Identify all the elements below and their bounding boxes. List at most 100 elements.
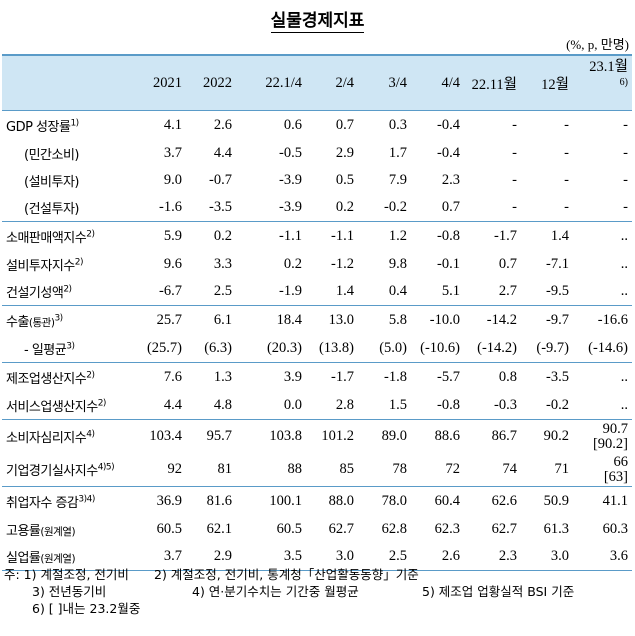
row-label: 설비투자지수2) xyxy=(2,251,140,278)
value-cell: -0.1 xyxy=(411,251,464,278)
value-cell: 5.8 xyxy=(358,305,411,335)
value-cell: (20.3) xyxy=(236,335,306,363)
value-cell: -1.1 xyxy=(236,221,306,251)
cell-value: 1.5 xyxy=(388,397,407,413)
table-row: 설비투자지수2) 9.6 3.3 0.2 -1.2 9.8 -0.1 0.7 -7.1.. xyxy=(2,251,632,278)
cell-value: 88.0 xyxy=(328,493,354,509)
cell-value: -1.1 xyxy=(331,228,354,244)
value-cell: .. xyxy=(573,278,632,306)
value-cell: 89.0 xyxy=(358,419,411,453)
cell-value: -1.8 xyxy=(384,369,407,385)
cell-value: -3.9 xyxy=(279,172,302,188)
cell-value: 78.0 xyxy=(381,493,407,509)
cell-value: 1.2 xyxy=(388,228,407,244)
value-cell: 3.0 xyxy=(521,543,573,571)
value-cell: (-9.7) xyxy=(521,335,573,363)
title-text: 실물경제지표 xyxy=(270,11,365,33)
label-text: 소비자심리지수 xyxy=(6,431,87,446)
value-cell: -0.7 xyxy=(186,167,236,194)
value-cell: 0.7 xyxy=(464,251,521,278)
cell-value: 101.2 xyxy=(321,428,354,444)
cell-value: -5.7 xyxy=(437,369,460,385)
label-text: 수출 xyxy=(6,315,29,330)
cell-value: 0.7 xyxy=(498,256,517,272)
cell-value: (-14.6) xyxy=(588,340,628,356)
value-cell: - xyxy=(464,140,521,167)
value-cell: 2.6 xyxy=(186,110,236,140)
cell-value: -9.5 xyxy=(546,283,569,299)
cell-bracket: [90.2] xyxy=(592,435,628,452)
row-label: 기업경기실사지수4)5) xyxy=(2,453,140,487)
cell-value: 0.5 xyxy=(335,172,354,188)
label-text: 고용률 xyxy=(6,524,41,539)
cell-value: 0.8 xyxy=(498,369,517,385)
value-cell: 60.4 xyxy=(411,486,464,516)
cell-value: 60.3 xyxy=(602,521,628,537)
value-cell: -0.4 xyxy=(411,110,464,140)
footnote-ref: 3) xyxy=(54,313,63,324)
cell-value: - xyxy=(512,172,517,188)
table-row: 수출(통관)3) 25.7 6.1 18.4 13.0 5.8 -10.0 -14.2 -9.7… xyxy=(2,305,632,335)
value-cell: 9.6 xyxy=(140,251,186,278)
cell-value: 4.8 xyxy=(213,397,232,413)
value-cell: 1.2 xyxy=(358,221,411,251)
value-cell: 103.8 xyxy=(236,419,306,453)
footnote-ref: 4) xyxy=(86,429,95,440)
value-cell: 2.6 xyxy=(411,543,464,571)
table-row: (설비투자) 9.0 -0.7 -3.9 0.5 7.9 2.3 - - - xyxy=(2,167,632,194)
label-qualifier: (통관) xyxy=(28,317,55,329)
cell-value: 62.6 xyxy=(491,493,517,509)
value-cell: -1.2 xyxy=(306,251,358,278)
cell-value: -0.1 xyxy=(437,256,460,272)
cell-value: 89.0 xyxy=(381,428,407,444)
footnote: 5) 제조업 업황실적 BSI 기준 xyxy=(422,584,575,599)
value-cell: 60.3 xyxy=(573,516,632,543)
value-cell: 5.1 xyxy=(411,278,464,306)
value-cell: 86.7 xyxy=(464,419,521,453)
value-cell: 2.9 xyxy=(186,543,236,571)
value-cell: 50.9 xyxy=(521,486,573,516)
row-label: 실업률(원계열) xyxy=(2,543,140,571)
header-cell: 2022 xyxy=(186,54,236,111)
row-label: (민간소비) xyxy=(2,140,140,167)
cell-value: -3.9 xyxy=(279,199,302,215)
cell-value: -1.6 xyxy=(159,199,182,215)
cell-value: 0.2 xyxy=(213,228,232,244)
value-cell: 74 xyxy=(464,453,521,487)
value-cell: 60.5 xyxy=(140,516,186,543)
value-cell: 2.5 xyxy=(358,543,411,571)
value-cell: - xyxy=(464,194,521,222)
label-text: - 일평균 xyxy=(24,343,67,358)
value-cell: 62.7 xyxy=(464,516,521,543)
value-cell: 88.6 xyxy=(411,419,464,453)
cell-value: (5.0) xyxy=(379,340,407,356)
label-qualifier: (원계열) xyxy=(40,553,76,565)
value-cell: 78 xyxy=(358,453,411,487)
title: 실물경제지표 xyxy=(0,6,635,33)
cell-value: - xyxy=(623,117,628,133)
cell-value: 50.9 xyxy=(543,493,569,509)
value-cell: 0.8 xyxy=(464,362,521,392)
value-cell: 4.1 xyxy=(140,110,186,140)
value-cell: - xyxy=(521,167,573,194)
cell-value: -0.5 xyxy=(279,145,302,161)
value-cell: 0.6 xyxy=(236,110,306,140)
value-cell: -9.7 xyxy=(521,305,573,335)
value-cell: -0.5 xyxy=(236,140,306,167)
cell-value: .. xyxy=(620,397,628,413)
cell-value: -14.2 xyxy=(486,312,517,328)
value-cell: -6.7 xyxy=(140,278,186,306)
label-text: 건설기성액 xyxy=(6,286,64,301)
label-text: 설비투자지수 xyxy=(6,259,75,274)
value-cell: 0.2 xyxy=(236,251,306,278)
cell-value: -1.1 xyxy=(279,228,302,244)
value-cell: 3.7 xyxy=(140,543,186,571)
table-row: 고용률(원계열) 60.5 62.1 60.5 62.7 62.8 62.3 62.7 61.3… xyxy=(2,516,632,543)
table-row: (건설투자) -1.6 -3.5 -3.9 0.2 -0.2 0.7 - - - xyxy=(2,194,632,222)
row-label: 건설기성액2) xyxy=(2,278,140,306)
cell-value: 3.7 xyxy=(163,145,182,161)
value-cell: 71 xyxy=(521,453,573,487)
value-cell: (-14.2) xyxy=(464,335,521,363)
cell-value: 78 xyxy=(392,461,408,477)
value-cell: -1.8 xyxy=(358,362,411,392)
